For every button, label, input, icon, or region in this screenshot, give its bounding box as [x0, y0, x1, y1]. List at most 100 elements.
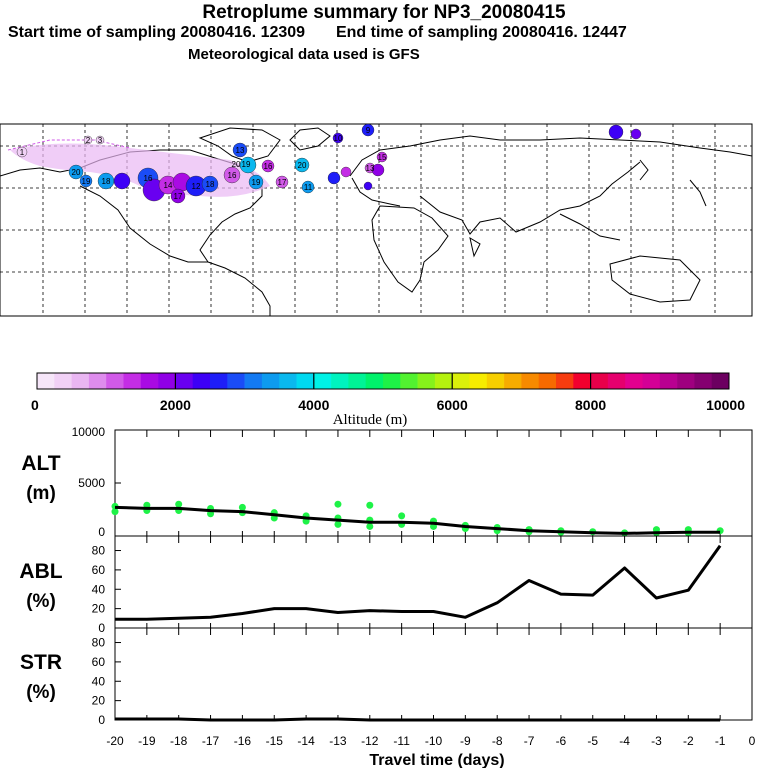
str-ytick-label: 0	[98, 713, 105, 727]
plume-cluster	[332, 132, 344, 144]
str-panel-label: STR	[20, 651, 62, 674]
colorbar-swatch	[677, 373, 695, 389]
colorbar-swatch	[37, 373, 55, 389]
plume-cluster	[201, 175, 219, 193]
abl-ytick-label: 40	[92, 582, 106, 596]
alt-series-line	[114, 505, 721, 535]
plume-cluster-label: 9	[366, 126, 371, 135]
coastlines	[0, 127, 753, 316]
colorbar-swatch	[538, 373, 557, 389]
time-series-panels: ALT (m) 10000 5000 0 ABL (%) 80 60 40 20 0 STR (%) 80 6…	[19, 425, 755, 768]
abl-ytick-label: 60	[92, 563, 106, 577]
abl-panel-label: ABL	[19, 560, 62, 583]
alt-scatter-point	[366, 522, 374, 530]
xtick-label: -16	[234, 734, 252, 748]
xtick-label: -2	[683, 734, 694, 748]
abl-ytick-label: 0	[98, 621, 105, 635]
plume-cluster	[340, 166, 352, 178]
plume-cluster	[275, 175, 289, 189]
colorbar-swatch	[279, 373, 297, 389]
colorbar-tick-label: 6000	[437, 397, 468, 413]
colorbar-swatch	[486, 373, 505, 389]
xtick-label: -20	[106, 734, 124, 748]
colorbar-swatch	[106, 373, 124, 389]
colorbar-tick-label: 8000	[575, 397, 606, 413]
colorbar-swatch	[140, 373, 159, 389]
colorbar-frame	[36, 372, 730, 390]
plume-cluster-label: 19	[242, 160, 251, 169]
plume-cluster	[95, 135, 105, 145]
colorbar-swatch	[88, 373, 107, 389]
plume-cluster	[294, 157, 310, 173]
chart-title: Retroplume summary for NP3_20080415	[202, 2, 566, 23]
str-ytick-label: 80	[92, 636, 106, 650]
start-value: 20080416. 12309	[180, 24, 306, 41]
x-axis-label: Travel time (days)	[369, 752, 504, 768]
xtick-label: -11	[393, 734, 410, 748]
colorbar-swatch	[469, 373, 488, 389]
colorbar-swatch	[625, 373, 643, 389]
str-frame	[114, 627, 753, 721]
sampling-times: Start time of sampling 20080416. 12309 E…	[8, 24, 627, 42]
colorbar-swatch	[417, 373, 436, 389]
xtick-label: -15	[266, 734, 284, 748]
plume-cluster-label: 10	[334, 134, 343, 143]
plume-cluster	[16, 146, 28, 158]
panel-str: STR (%) 80 60 40 20 0	[20, 627, 753, 727]
str-ytick-label: 60	[92, 655, 106, 669]
abl-frame	[114, 535, 753, 629]
colorbar-swatch	[175, 373, 193, 389]
colorbar-swatch	[607, 373, 626, 389]
plume-cluster	[239, 156, 257, 174]
end-label: End time of sampling	[335, 24, 498, 41]
str-series-line	[115, 717, 721, 722]
plume-cluster	[223, 166, 241, 184]
colorbar-swatch	[400, 373, 418, 389]
colorbar-swatch	[313, 373, 332, 389]
plume-cluster-label: 18	[206, 180, 215, 189]
met-data-line: Meteorological data used is GFS	[188, 46, 420, 63]
plume-cluster-label: 18	[102, 177, 111, 186]
alt-scatter-point	[334, 500, 342, 508]
plume-cluster	[608, 124, 624, 140]
colorbar-swatch	[711, 373, 730, 389]
alt-unit-label: (m)	[26, 483, 56, 504]
plume-centerline	[7, 139, 131, 151]
plume-cluster-label: 13	[366, 164, 375, 173]
altitude-colorbar: 0 2000 4000 6000 8000 10000 Altitude (m)	[31, 372, 745, 428]
plume-cluster-label: 13	[236, 146, 245, 155]
plume-cluster-label: 20	[232, 160, 241, 169]
colorbar-swatch	[590, 373, 609, 389]
alt-panel-label: ALT	[21, 452, 60, 475]
alt-scatter-point	[111, 508, 119, 516]
abl-unit-label: (%)	[26, 591, 56, 612]
plume-cluster-label: 19	[82, 177, 91, 186]
alt-scatter-point	[334, 520, 342, 528]
plume-cluster-label: 14	[164, 181, 173, 190]
colorbar-swatch	[296, 373, 315, 389]
colorbar-swatch	[192, 373, 211, 389]
plume-cluster	[361, 123, 375, 137]
colorbar-swatch	[71, 373, 90, 389]
alt-scatter-point	[238, 503, 246, 511]
colorbar-swatch	[434, 373, 453, 389]
abl-ytick-label: 80	[92, 544, 106, 558]
colorbar-swatch	[331, 373, 349, 389]
xtick-label: -13	[329, 734, 347, 748]
colorbar-swatch	[227, 373, 245, 389]
xtick-label: -3	[651, 734, 662, 748]
xtick-label: -6	[556, 734, 567, 748]
colorbar-swatch	[261, 373, 280, 389]
xtick-label: 0	[749, 734, 756, 748]
str-unit-label: (%)	[26, 682, 56, 703]
xtick-label: -10	[425, 734, 443, 748]
colorbar-tick-label: 10000	[706, 397, 745, 413]
str-ytick-label: 20	[92, 694, 106, 708]
alt-scatter-point	[175, 500, 183, 508]
plume-cluster-label: 11	[304, 183, 313, 192]
plume-cluster-label: 15	[378, 153, 387, 162]
colorbar-label: Altitude (m)	[333, 412, 408, 428]
plume-cluster	[630, 128, 642, 140]
